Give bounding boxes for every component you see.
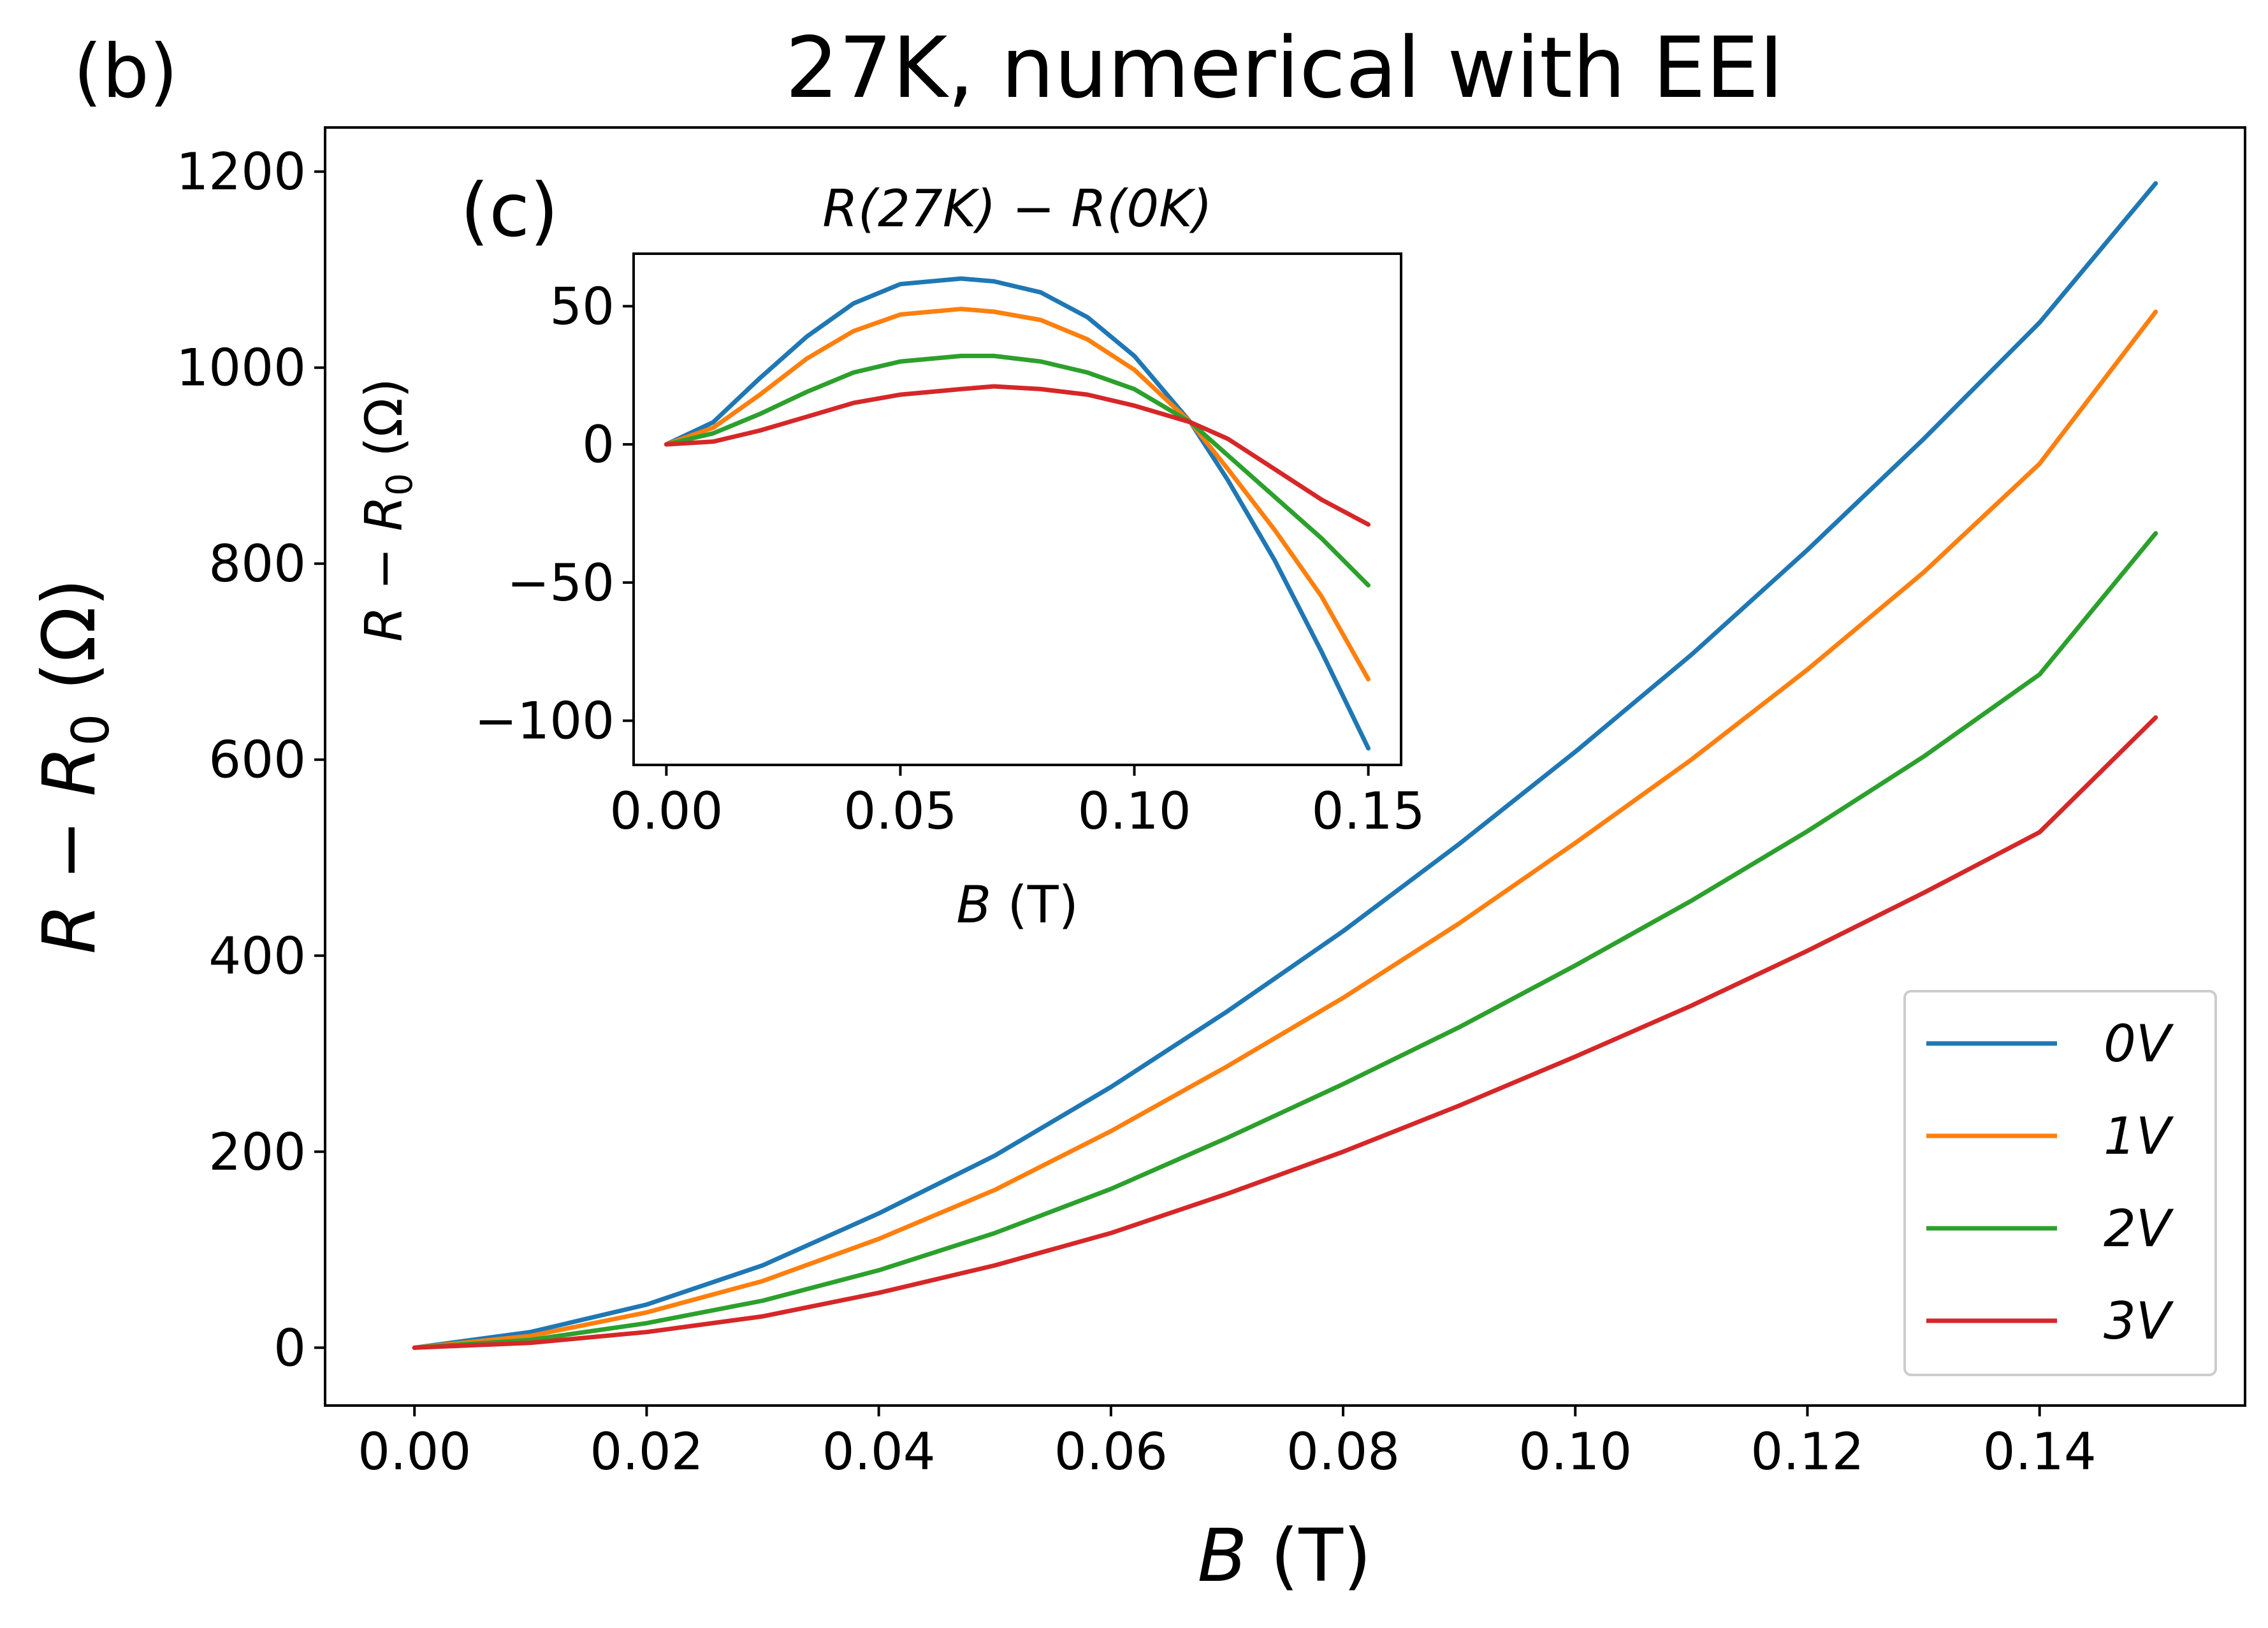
legend-box: [1903, 990, 2217, 1376]
inset-series-line-3v: [664, 384, 1371, 527]
inset-background: [634, 254, 1401, 765]
inset-axes-frame: [632, 252, 1402, 766]
main-axes-frame: [324, 126, 2246, 1407]
inset-x-tick-label: 0.00: [609, 781, 723, 841]
inset-panel-label: (c): [460, 168, 558, 254]
legend: 0V 1V 2V 3V: [1903, 990, 2217, 1376]
inset-y-tick-label: 0: [582, 415, 614, 474]
main-chart: (b) 27K, numerical with EEI 0.00 0.02 0.04…: [27, 19, 2246, 1598]
main-x-tick-label: 0.08: [1286, 1422, 1400, 1481]
main-y-tick-label: 0: [273, 1318, 306, 1377]
main-x-tick-label: 0.04: [822, 1422, 936, 1481]
inset-y-tick-label: −50: [507, 553, 614, 613]
main-panel-label: (b): [73, 29, 178, 115]
main-y-tick-label: 600: [208, 730, 306, 790]
main-x-tick-label: 0.10: [1518, 1422, 1632, 1481]
inset-series-line-0v: [664, 276, 1371, 751]
legend-label-2v: 2V: [2104, 1199, 2174, 1258]
main-y-tick-label: 1000: [176, 338, 306, 398]
inset-x-tick-label: 0.10: [1077, 781, 1191, 841]
main-series-lines: [412, 181, 2158, 1350]
main-title: 27K, numerical with EEI: [785, 19, 1784, 117]
main-x-axis-label: B (T): [1197, 1513, 1371, 1598]
inset-series-line-1v: [664, 307, 1371, 682]
main-series-line-0v: [412, 181, 2158, 1350]
main-y-tick-label: 800: [208, 534, 306, 593]
main-series-line-1v: [412, 309, 2158, 1350]
inset-x-tick-label: 0.05: [843, 781, 957, 841]
main-x-tick-label: 0.00: [358, 1422, 471, 1481]
main-y-tick-label: 200: [208, 1123, 306, 1182]
inset-y-ticks: 50 0 −50 −100: [474, 277, 634, 751]
inset-y-tick-label: −100: [474, 692, 614, 751]
main-x-tick-label: 0.06: [1054, 1422, 1168, 1481]
inset-y-tick-label: 50: [549, 277, 614, 336]
inset-series-line-2v: [664, 353, 1371, 588]
main-x-tick-label: 0.12: [1750, 1422, 1864, 1481]
main-y-ticks: 0 200 400 600 800 1000 1200: [176, 142, 325, 1377]
legend-label-3v: 3V: [2104, 1291, 2174, 1351]
main-y-tick-label: 1200: [176, 142, 306, 201]
main-series-line-3v: [412, 715, 2158, 1350]
legend-items: 0V 1V 2V 3V: [1926, 1014, 2174, 1351]
main-series-line-2v: [412, 531, 2158, 1350]
main-x-ticks: 0.00 0.02 0.04 0.06 0.08 0.10 0.12 0.14: [358, 1406, 2097, 1481]
main-x-tick-label: 0.14: [1983, 1422, 2097, 1481]
main-y-axis-label: R − R0 (Ω): [27, 578, 120, 954]
inset-x-axis-label: B (T): [956, 875, 1079, 934]
inset-x-ticks: 0.00 0.05 0.10 0.15: [609, 765, 1425, 841]
legend-label-1v: 1V: [2104, 1107, 2174, 1166]
inset-series-lines: [664, 276, 1371, 751]
inset-chart: (c) R(27K) − R(0K) 0.00 0.05 0.10 0.15 50 0 −…: [354, 168, 1425, 934]
inset-y-axis-label: R − R0 (Ω): [354, 378, 421, 642]
inset-title: R(27K) − R(0K): [822, 179, 1212, 238]
main-x-tick-label: 0.02: [590, 1422, 703, 1481]
inset-x-tick-label: 0.15: [1312, 781, 1425, 841]
legend-label-0v: 0V: [2104, 1014, 2174, 1073]
main-y-tick-label: 400: [208, 926, 306, 985]
